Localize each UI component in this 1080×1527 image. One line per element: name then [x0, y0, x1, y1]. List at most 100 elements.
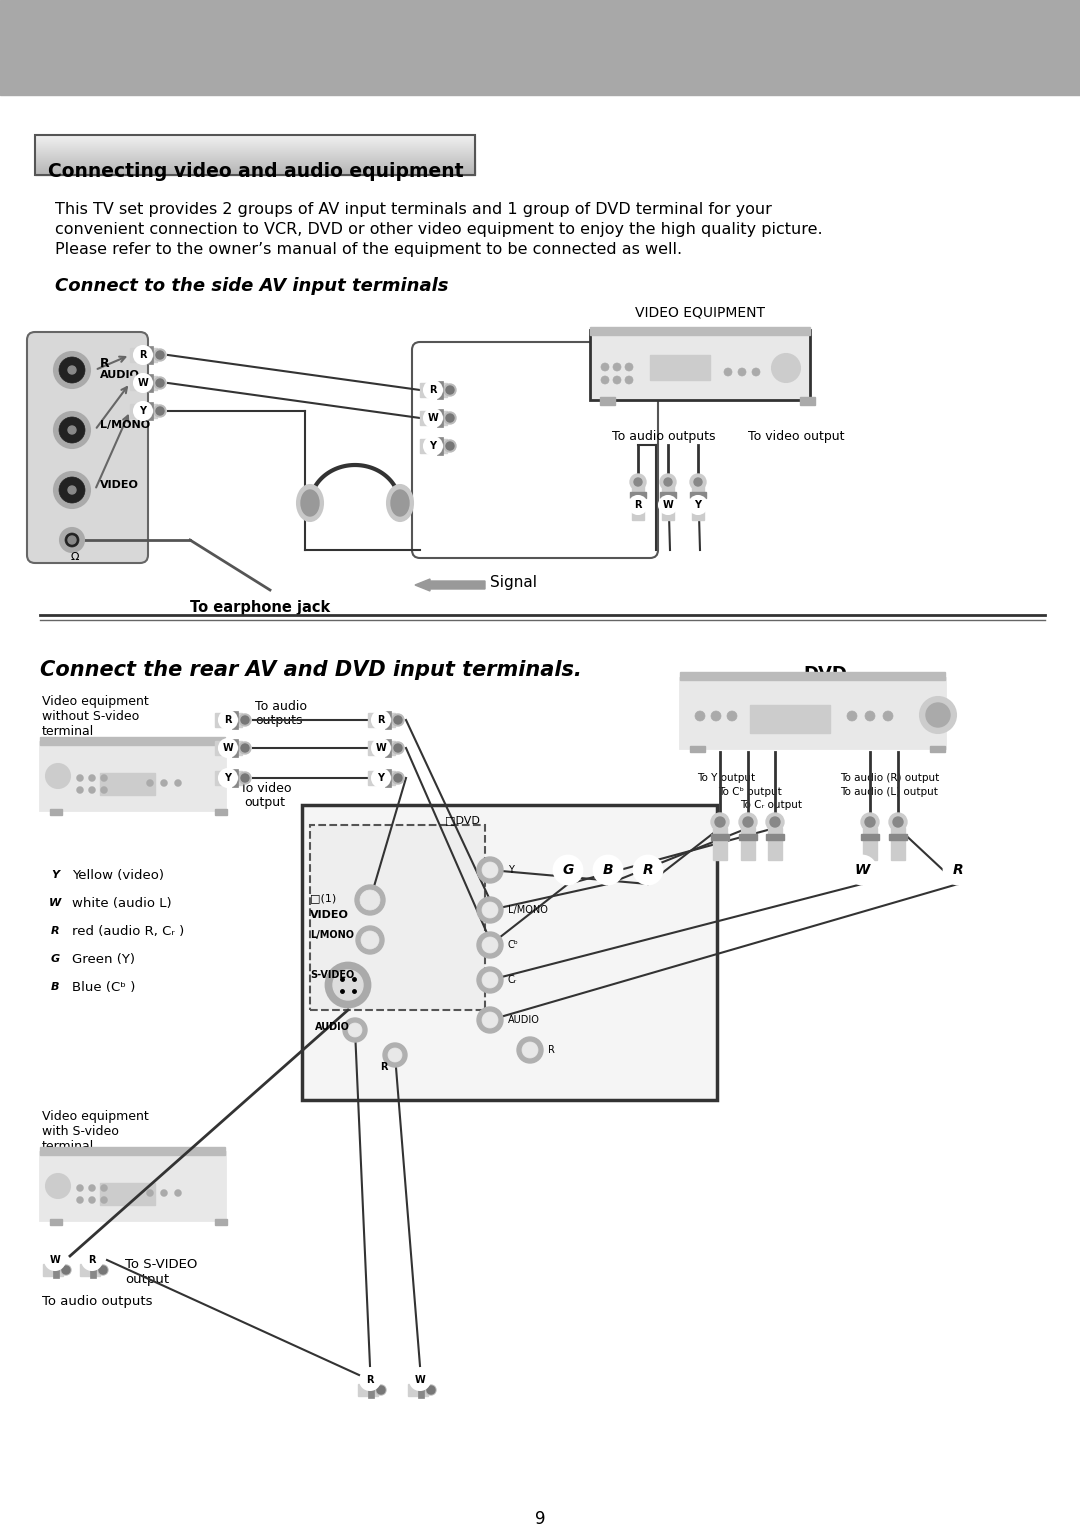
Bar [739, 834, 757, 840]
Bar [357, 1383, 378, 1396]
Text: Video equipment: Video equipment [42, 1110, 149, 1122]
Circle shape [360, 1370, 380, 1390]
Text: To S-VIDEO: To S-VIDEO [125, 1258, 198, 1270]
Circle shape [68, 486, 76, 495]
Text: R: R [380, 1061, 388, 1072]
Circle shape [659, 496, 677, 515]
Bar [40, 1147, 225, 1154]
Circle shape [77, 1197, 83, 1203]
Circle shape [477, 857, 503, 883]
Circle shape [772, 354, 800, 382]
Bar [147, 402, 153, 420]
Circle shape [920, 696, 956, 733]
Text: Y: Y [430, 441, 436, 450]
Circle shape [59, 357, 85, 383]
Bar [632, 486, 644, 521]
Circle shape [715, 817, 725, 828]
Bar [418, 1382, 424, 1399]
Bar [889, 834, 907, 840]
Circle shape [446, 386, 454, 394]
Bar [420, 438, 447, 454]
FancyBboxPatch shape [590, 330, 810, 400]
Circle shape [82, 1251, 102, 1270]
Circle shape [893, 817, 903, 828]
Bar [711, 834, 729, 840]
Text: Connect the rear AV and DVD input terminals.: Connect the rear AV and DVD input termin… [40, 660, 582, 680]
Circle shape [46, 764, 70, 788]
Circle shape [147, 779, 153, 786]
Text: Ω: Ω [71, 551, 79, 562]
Circle shape [392, 773, 404, 783]
Circle shape [770, 817, 780, 828]
Text: W: W [137, 379, 148, 388]
Bar [384, 739, 391, 757]
Text: L/MONO: L/MONO [508, 906, 548, 915]
Bar [384, 770, 391, 786]
Text: R: R [377, 715, 384, 725]
Circle shape [154, 377, 166, 389]
Text: R: R [225, 715, 232, 725]
Bar [215, 1219, 227, 1225]
Bar [40, 738, 225, 745]
Circle shape [134, 347, 152, 363]
Text: To Cᵣ output: To Cᵣ output [740, 800, 802, 809]
Circle shape [926, 702, 950, 727]
Text: To audio (R) output: To audio (R) output [840, 773, 940, 783]
Text: Y: Y [51, 870, 59, 880]
Text: white (audio L): white (audio L) [72, 896, 172, 910]
Bar [232, 712, 238, 728]
FancyArrow shape [415, 579, 485, 591]
Circle shape [724, 368, 732, 376]
Circle shape [482, 938, 498, 953]
Text: B: B [51, 982, 59, 993]
Bar [368, 741, 395, 754]
Bar [35, 134, 475, 176]
Circle shape [444, 383, 456, 395]
Text: W: W [428, 412, 438, 423]
Circle shape [68, 536, 76, 544]
Bar [690, 492, 706, 498]
Text: terminal: terminal [42, 1141, 94, 1153]
Circle shape [333, 970, 363, 1000]
Text: W: W [222, 744, 233, 753]
Circle shape [477, 931, 503, 957]
Text: Cᵇ: Cᵇ [508, 941, 518, 950]
Text: output: output [244, 796, 285, 809]
Text: output: output [125, 1274, 170, 1286]
Text: W: W [415, 1374, 426, 1385]
Bar [690, 747, 705, 751]
Bar [130, 348, 157, 362]
Text: Green (Y): Green (Y) [72, 953, 135, 965]
Bar [437, 437, 443, 455]
Text: Please refer to the owner’s manual of the equipment to be connected as well.: Please refer to the owner’s manual of th… [55, 241, 683, 257]
Text: S-VIDEO: S-VIDEO [310, 970, 354, 980]
Text: 9: 9 [535, 1510, 545, 1527]
Text: □(1): □(1) [310, 893, 336, 902]
Circle shape [134, 374, 152, 392]
Bar [713, 828, 727, 860]
Circle shape [392, 715, 404, 725]
Circle shape [241, 744, 249, 751]
Circle shape [690, 473, 706, 490]
Ellipse shape [297, 486, 323, 521]
Circle shape [68, 366, 76, 374]
Ellipse shape [387, 486, 413, 521]
Text: W: W [663, 499, 673, 510]
Circle shape [156, 379, 164, 386]
Circle shape [727, 712, 737, 721]
Circle shape [46, 1174, 70, 1199]
Circle shape [62, 1266, 70, 1274]
Bar [147, 374, 153, 392]
Circle shape [44, 864, 66, 886]
Text: To audio outputs: To audio outputs [612, 431, 715, 443]
Text: W: W [376, 744, 387, 753]
Bar [215, 741, 242, 754]
Bar [891, 828, 905, 860]
Circle shape [77, 786, 83, 794]
Text: W: W [854, 863, 869, 876]
Circle shape [44, 919, 66, 942]
Bar [130, 376, 157, 389]
Bar [215, 713, 242, 727]
Text: R: R [51, 925, 59, 936]
Bar [630, 492, 646, 498]
